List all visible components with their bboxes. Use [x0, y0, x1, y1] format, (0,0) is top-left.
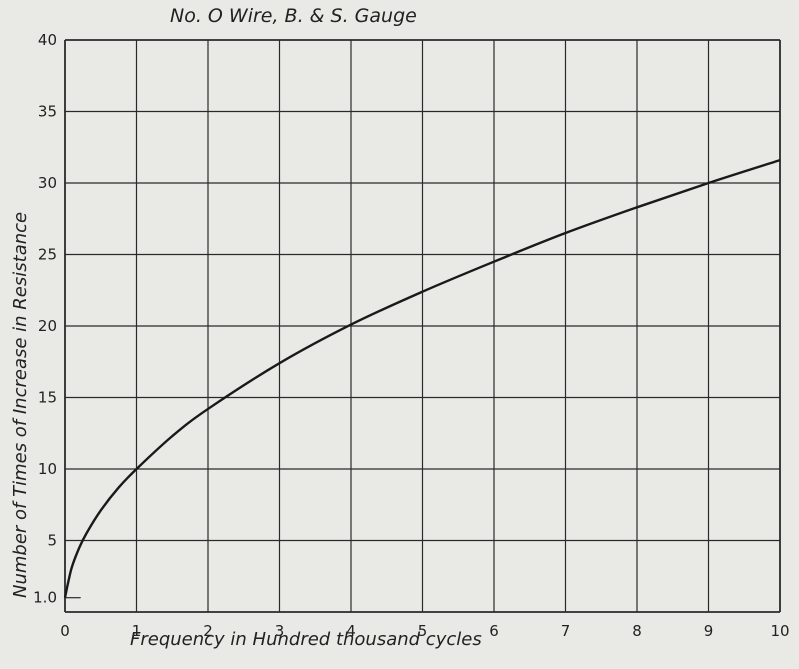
- y-tick-label: 1.0: [33, 589, 57, 607]
- x-tick-label: 3: [275, 622, 285, 640]
- y-tick-label: 30: [38, 174, 57, 192]
- series-line: [63, 158, 781, 598]
- x-tick-label: 2: [203, 622, 213, 640]
- x-tick-label: 5: [418, 622, 428, 640]
- y-tick-label: 10: [38, 460, 57, 478]
- y-tick-label: 20: [38, 317, 57, 335]
- y-tick-label: 15: [38, 389, 57, 407]
- x-tick-label: 9: [704, 622, 714, 640]
- chart-title: No. O Wire, B. & S. Gauge: [170, 5, 417, 27]
- y-tick-label: 25: [38, 246, 57, 264]
- x-tick-label: 10: [770, 622, 789, 640]
- x-tick-label: 8: [632, 622, 642, 640]
- x-tick-label: 6: [489, 622, 499, 640]
- tick-labels: 0 1 2 3 4 5 6 7 8 9 10 1.0 5 10 15 20 25 30 35 40: [33, 31, 789, 640]
- x-tick-label: 7: [561, 622, 571, 640]
- x-axis-label: Frequency in Hundred thousand cycles: [130, 629, 482, 650]
- y-tick-label: 5: [47, 532, 57, 550]
- x-tick-label: 1: [132, 622, 142, 640]
- y-tick-label: 35: [38, 103, 57, 121]
- x-tick-label: 4: [346, 622, 356, 640]
- grid: [64, 39, 781, 613]
- y-axis-label: Number of Times of Increase in Resistanc…: [10, 212, 31, 598]
- x-tick-label: 0: [60, 622, 70, 640]
- y-tick-label: 40: [38, 31, 57, 49]
